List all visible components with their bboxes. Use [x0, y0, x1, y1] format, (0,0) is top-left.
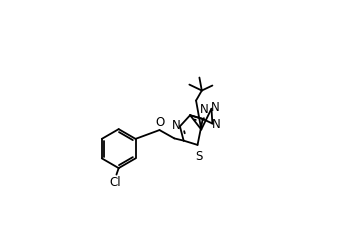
Text: N: N: [211, 101, 220, 114]
Text: Cl: Cl: [110, 176, 121, 189]
Text: O: O: [155, 116, 164, 129]
Text: N: N: [212, 118, 221, 131]
Text: S: S: [195, 149, 202, 162]
Text: N: N: [171, 119, 180, 132]
Text: N: N: [200, 103, 209, 116]
